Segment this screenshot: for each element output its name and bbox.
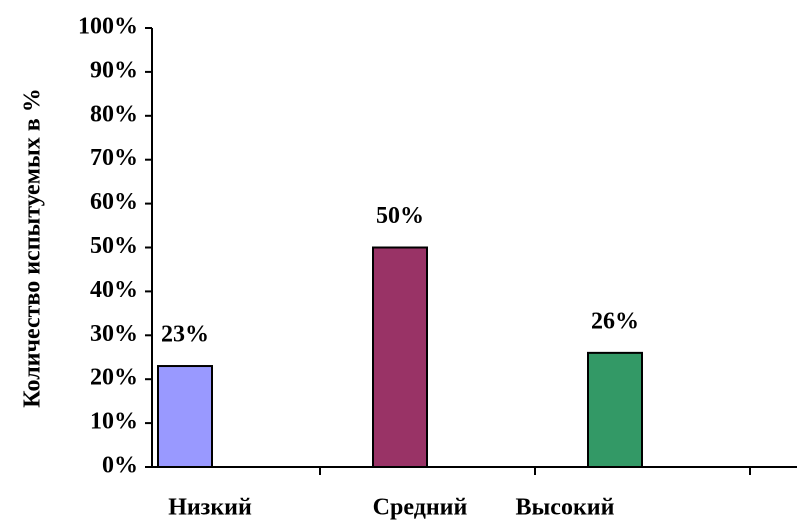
y-tick-label: 20% (90, 365, 138, 391)
y-tick-label: 70% (90, 145, 138, 171)
x-tick-label: Высокий (516, 495, 615, 521)
y-tick-label: 40% (90, 277, 138, 303)
y-tick-label: 100% (78, 14, 138, 40)
data-label: 23% (161, 322, 209, 348)
x-tick-label: Низкий (168, 495, 252, 521)
y-tick-label: 50% (90, 233, 138, 259)
data-label: 26% (591, 308, 639, 334)
y-tick-label: 60% (90, 189, 138, 215)
data-label: 50% (376, 203, 424, 229)
bar (587, 351, 643, 468)
bar (372, 246, 428, 468)
y-axis-label: Количество испытуемых в % (20, 88, 46, 407)
y-tick-label: 80% (90, 101, 138, 127)
y-tick-label: 0% (102, 453, 138, 479)
y-tick-label: 30% (90, 321, 138, 347)
bar (157, 365, 213, 468)
x-tick-label: Средний (373, 495, 468, 521)
y-tick-label: 10% (90, 409, 138, 435)
y-tick-label: 90% (90, 57, 138, 83)
